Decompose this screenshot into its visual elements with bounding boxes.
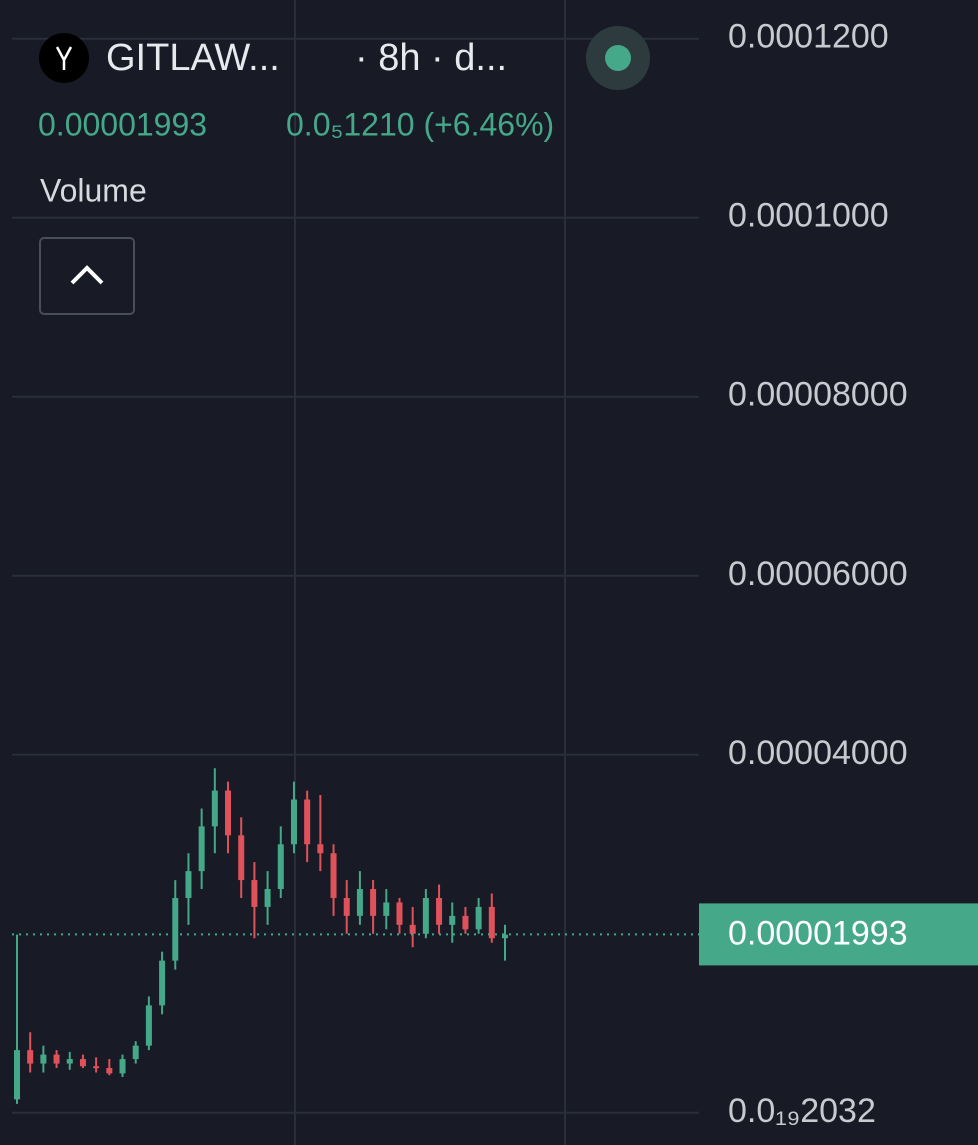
indicator-label: Volume [40,172,147,208]
candle-body [409,924,416,934]
y-tick-label: 0.0001000 [728,197,889,235]
y-tick-label: 0.00008000 [728,376,908,414]
candle-body [290,799,297,845]
candle-body [27,1050,34,1064]
chevron-up [70,265,104,285]
candle-body [14,1050,20,1100]
candle-body [277,844,284,890]
candle-body [436,897,443,925]
candle-body [383,902,390,916]
candle-body [462,915,469,930]
y-tick-label: 0.00004000 [728,734,908,772]
candle-body [185,871,192,898]
candle-body [159,960,166,1006]
last-price-box [699,903,978,966]
candle-body [370,889,377,916]
candle-body [132,1045,139,1060]
change: 0.0₅1210 (+6.46%) [286,106,554,142]
candle-body [251,880,258,907]
candle-body [79,1059,86,1067]
collapse-button[interactable] [39,237,135,315]
candle-body [396,902,403,925]
candle-body [343,897,350,916]
candle-body [40,1054,47,1064]
last-price-label: 0.00001993 [728,914,908,952]
candle-body [225,790,232,836]
candle-body [238,835,245,881]
candle-body [211,790,218,827]
candle-body [356,889,363,916]
y-tick-label: 0.00006000 [728,555,908,593]
candle-body [119,1059,126,1074]
symbol: GITLAW... [106,37,280,79]
grid [294,0,566,1145]
candle-body [198,826,205,872]
candle-body [172,897,179,961]
candle-body [66,1059,73,1064]
interval: · 8h · d... [355,37,507,79]
candle-body [502,934,508,939]
candle-body [264,889,271,907]
candle-body [422,897,429,934]
header: GITLAW... · 8h · d... 0.00001993 0.0₅121… [38,26,650,315]
candle-body [317,844,324,854]
candle-body [145,1005,152,1046]
price: 0.00001993 [38,106,207,142]
candle-body [93,1066,100,1069]
candle-body [330,853,337,898]
y-tick-label: 0.0001200 [728,18,889,56]
plot [12,37,699,1114]
candle-body [53,1054,60,1064]
candle-body [449,915,456,925]
candle-body [304,799,311,845]
candle-body [106,1068,113,1074]
candle-body [475,906,482,930]
logo-icon [55,46,73,70]
candle-body [488,906,495,939]
y-tick-label: 0.0₁₉2032 [728,1092,876,1130]
status-dot [605,45,631,71]
